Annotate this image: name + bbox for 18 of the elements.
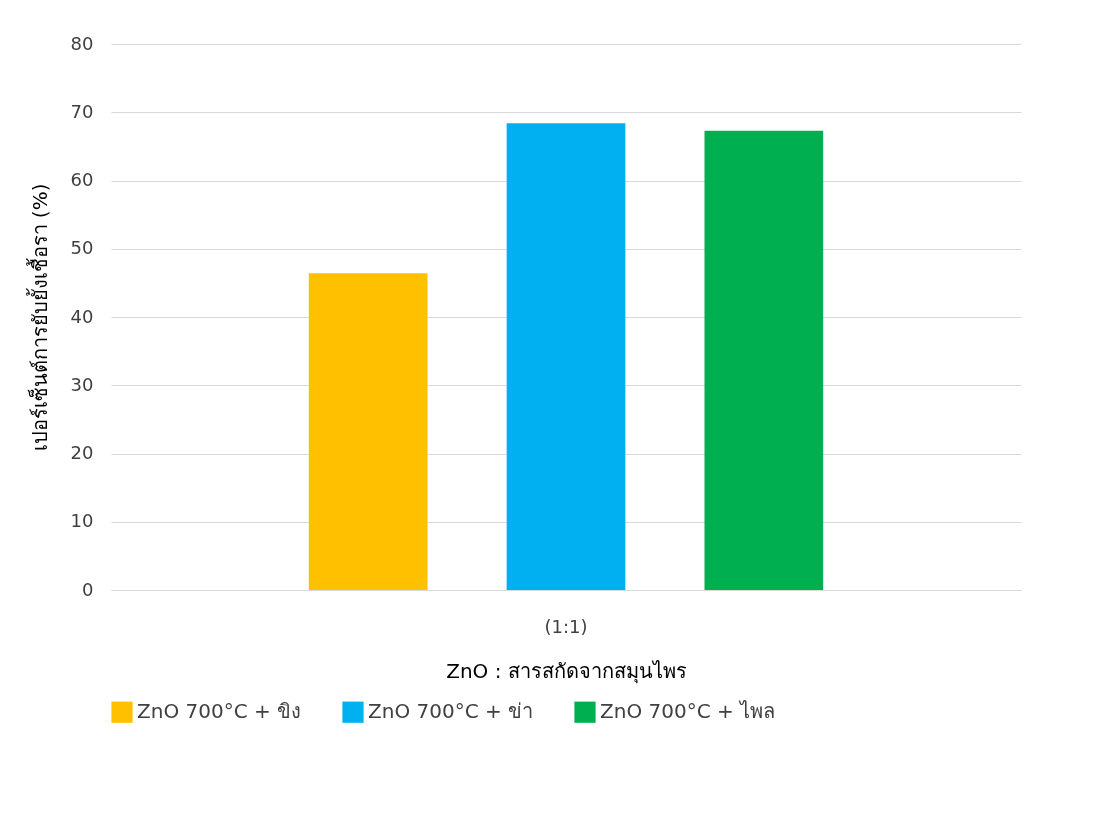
y-tick-label: 70 <box>70 100 94 122</box>
bar <box>704 130 824 590</box>
y-tick-label: 30 <box>70 373 94 395</box>
legend-label: ZnO 700°C + ข่า <box>368 699 534 724</box>
bar <box>506 123 626 590</box>
legend-label: ZnO 700°C + ไพล <box>600 699 776 724</box>
y-tick-label: 50 <box>70 237 94 259</box>
y-tick-label: 60 <box>70 169 94 190</box>
y-axis-title: เปอร์เซ็นต์การยับยั้งเชื้อรา (%) <box>25 183 52 452</box>
x-tick-label: (1:1) <box>544 615 588 637</box>
x-axis-title: ZnO : สารสกัดจากสมุนไพร <box>446 658 687 684</box>
y-tick-label: 80 <box>70 32 94 54</box>
legend-label: ZnO 700°C + ขิง <box>137 699 302 724</box>
y-tick-label: 0 <box>82 578 94 600</box>
bar <box>308 273 428 590</box>
y-tick-label: 40 <box>70 305 94 327</box>
y-tick-label: 10 <box>70 510 94 532</box>
y-tick-label: 20 <box>70 442 94 463</box>
